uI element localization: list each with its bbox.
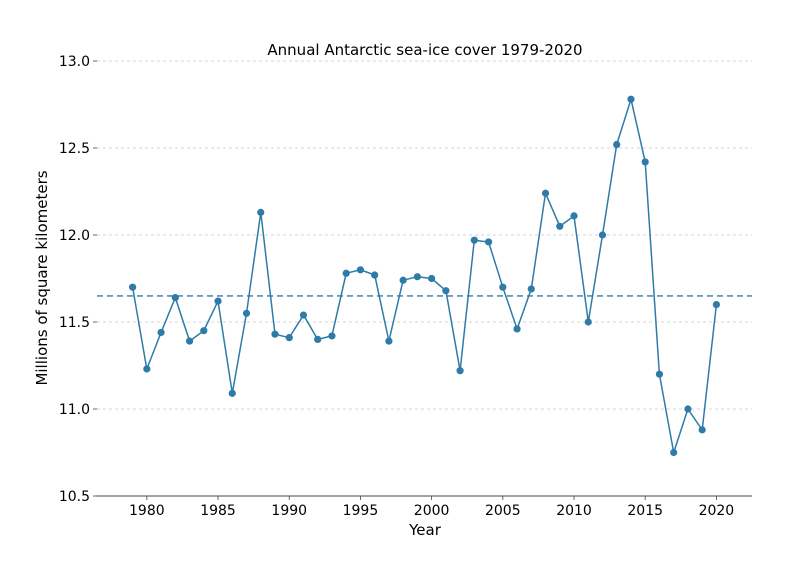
- data-point: [413, 273, 421, 281]
- data-point: [399, 276, 407, 284]
- data-point: [613, 140, 621, 149]
- data-point: [442, 287, 450, 295]
- x-tick-label: 2015: [627, 503, 663, 519]
- data-point: [598, 231, 607, 239]
- axes-layer: 10.5 11.0 11.5 12.0 12.5 13.0 1980 1985 1990 1995…: [59, 54, 752, 519]
- data-point: [712, 301, 721, 309]
- data-point: [627, 95, 635, 103]
- x-tick-label: 1985: [200, 503, 236, 519]
- x-axis-title: Year: [408, 521, 442, 539]
- data-point: [314, 335, 322, 343]
- y-tick-label: 11.0: [59, 402, 90, 418]
- data-point: [228, 389, 236, 397]
- data-point: [157, 328, 165, 337]
- data-point: [541, 189, 550, 197]
- data-point: [470, 236, 478, 244]
- data-point: [185, 337, 194, 345]
- x-tick-label: 1990: [271, 503, 307, 519]
- data-point: [171, 294, 179, 302]
- data-point: [499, 283, 507, 291]
- data-point: [655, 370, 664, 378]
- data-point: [285, 334, 293, 342]
- y-axis-title: Millions of square kilometers: [33, 170, 51, 385]
- data-point: [328, 332, 336, 340]
- data-point: [570, 212, 578, 220]
- data-point: [242, 309, 251, 317]
- data-point: [200, 327, 208, 335]
- data-point: [128, 283, 137, 291]
- y-tick-label: 12.0: [59, 228, 90, 244]
- data-point: [371, 271, 379, 279]
- data-point: [342, 269, 350, 277]
- data-point: [385, 337, 393, 345]
- y-tick-label: 13.0: [59, 54, 90, 70]
- data-point: [299, 311, 308, 319]
- x-tick-label: 2020: [699, 503, 735, 519]
- y-tick-label: 11.5: [59, 315, 90, 331]
- data-point: [456, 367, 464, 375]
- x-tick-label: 1995: [343, 503, 379, 519]
- x-tick-label: 2000: [414, 503, 450, 519]
- data-point: [356, 266, 365, 274]
- data-point: [143, 365, 151, 373]
- data-point: [684, 405, 692, 413]
- data-point: [527, 285, 535, 293]
- data-point: [556, 222, 564, 230]
- series-layer: [128, 95, 721, 457]
- data-point: [670, 448, 678, 457]
- data-point: [428, 274, 436, 283]
- data-point: [641, 158, 649, 166]
- data-point: [484, 238, 493, 246]
- x-tick-label: 1980: [129, 503, 165, 519]
- y-tick-label: 12.5: [59, 141, 90, 157]
- chart-title: Annual Antarctic sea-ice cover 1979-2020: [267, 41, 582, 59]
- data-point: [513, 325, 521, 333]
- grid-layer: [97, 60, 752, 410]
- data-point: [698, 426, 706, 434]
- x-tick-label: 2010: [556, 503, 592, 519]
- data-point: [584, 318, 592, 326]
- data-point: [214, 297, 222, 305]
- x-tick-label: 2005: [485, 503, 521, 519]
- series-line: [131, 96, 718, 453]
- data-point: [271, 330, 279, 338]
- data-point: [257, 208, 265, 216]
- y-tick-label: 10.5: [59, 489, 90, 505]
